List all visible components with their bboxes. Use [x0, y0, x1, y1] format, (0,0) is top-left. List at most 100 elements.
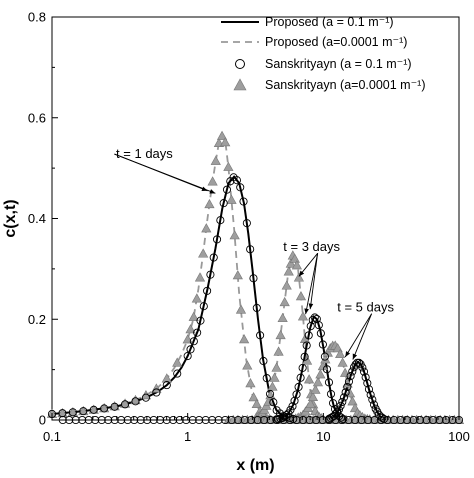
circle-marker	[65, 415, 74, 425]
y-tick-label: 0.8	[28, 10, 46, 25]
annotation-label: t = 3 days	[283, 239, 340, 254]
triangle-marker	[232, 270, 243, 280]
circle-marker	[344, 377, 354, 386]
circle-marker	[422, 415, 431, 425]
circle-marker	[104, 415, 113, 425]
annotation-arrowhead	[345, 351, 351, 358]
circle-marker	[366, 390, 375, 399]
circle-marker	[100, 404, 109, 413]
circle-marker	[325, 415, 334, 425]
triangle-marker	[285, 258, 296, 268]
circle-marker	[240, 415, 249, 425]
circle-marker	[91, 415, 100, 425]
triangle-marker	[279, 296, 290, 307]
series-line	[51, 175, 303, 421]
legend-label: Sanskrityayn (a = 0.1 m⁻¹)	[265, 57, 412, 71]
circle-marker	[302, 341, 311, 350]
triangle-marker	[194, 272, 206, 282]
y-tick-label: 0.4	[28, 211, 46, 226]
circle-marker	[260, 415, 269, 425]
circle-marker	[338, 397, 347, 406]
triangle-marker	[289, 253, 300, 263]
circle-marker	[318, 415, 327, 425]
annotation-arrowhead	[298, 270, 305, 277]
circle-marker	[156, 415, 165, 425]
y-tick-label: 0.6	[28, 110, 46, 125]
annotation-arrow	[114, 153, 216, 194]
circle-marker	[396, 415, 405, 425]
triangle-marker	[207, 176, 218, 186]
triangle-marker	[305, 398, 316, 408]
circle-marker	[136, 415, 145, 425]
circle-marker	[265, 389, 275, 399]
triangle-marker	[185, 324, 196, 334]
marker-layer	[46, 130, 465, 425]
circle-marker	[252, 303, 261, 312]
circle-marker	[326, 389, 336, 399]
triangle-marker	[335, 348, 346, 359]
legend: Proposed (a = 0.1 m⁻¹) Proposed (a=0.0001…	[221, 15, 426, 92]
circle-marker	[182, 415, 191, 425]
triangle-marker	[191, 293, 202, 303]
triangle-marker	[283, 266, 294, 276]
triangle-marker	[245, 378, 256, 388]
circle-marker	[415, 415, 425, 425]
circle-marker	[409, 415, 418, 425]
triangle-marker	[293, 272, 305, 282]
legend-swatch-triangle	[233, 78, 247, 91]
legend-label: Proposed (a=0.0001 m⁻¹)	[265, 35, 407, 49]
y-axis-title: c(x,t)	[2, 199, 19, 237]
circle-marker	[195, 415, 204, 425]
circle-marker	[130, 415, 139, 425]
triangle-marker	[312, 377, 324, 387]
circle-marker	[357, 415, 366, 425]
circle-marker	[324, 378, 334, 387]
circle-marker	[278, 413, 287, 423]
triangle-marker	[119, 398, 131, 408]
circle-marker	[343, 382, 352, 392]
annotation-arrow	[352, 313, 373, 360]
triangle-marker	[223, 161, 234, 171]
triangle-marker	[172, 357, 183, 367]
circle-marker	[206, 270, 215, 279]
triangle-marker	[263, 396, 274, 406]
triangle-marker	[239, 334, 250, 344]
y-axis: 0 0.2 0.4 0.6 0.8	[28, 10, 58, 428]
circle-marker	[333, 407, 342, 416]
circle-marker	[378, 413, 387, 422]
circle-marker	[242, 219, 251, 228]
circle-marker	[363, 379, 372, 388]
triangle-marker	[337, 357, 348, 367]
triangle-marker	[226, 194, 237, 204]
circle-marker	[84, 415, 93, 425]
series-layer	[51, 133, 385, 421]
circle-marker	[262, 374, 271, 383]
circle-marker	[273, 415, 282, 425]
circle-marker	[152, 388, 161, 397]
triangle-marker	[248, 392, 259, 402]
annotation-label: t = 1 days	[116, 146, 173, 161]
triangle-marker	[204, 198, 215, 209]
triangle-marker	[242, 360, 253, 370]
circle-marker	[249, 274, 258, 283]
circle-marker	[299, 415, 308, 425]
circle-marker	[175, 415, 184, 425]
x-tick-label: 100	[448, 429, 470, 444]
triangle-marker	[216, 130, 228, 140]
circle-marker	[312, 415, 321, 425]
circle-marker	[316, 329, 325, 338]
circle-marker	[334, 405, 344, 414]
circle-marker	[253, 415, 262, 425]
circle-marker	[336, 401, 345, 410]
circle-marker	[89, 405, 98, 414]
circle-marker	[141, 393, 150, 402]
circle-marker	[234, 415, 243, 425]
annotation-label: t = 5 days	[337, 300, 394, 315]
plot-area: t = 1 days t = 3 days t = 5 days	[46, 16, 465, 425]
circle-marker	[331, 415, 340, 425]
triangle-marker	[269, 372, 280, 382]
circle-marker	[314, 321, 323, 330]
circle-marker	[256, 331, 265, 340]
annotation-arrow	[344, 313, 373, 358]
